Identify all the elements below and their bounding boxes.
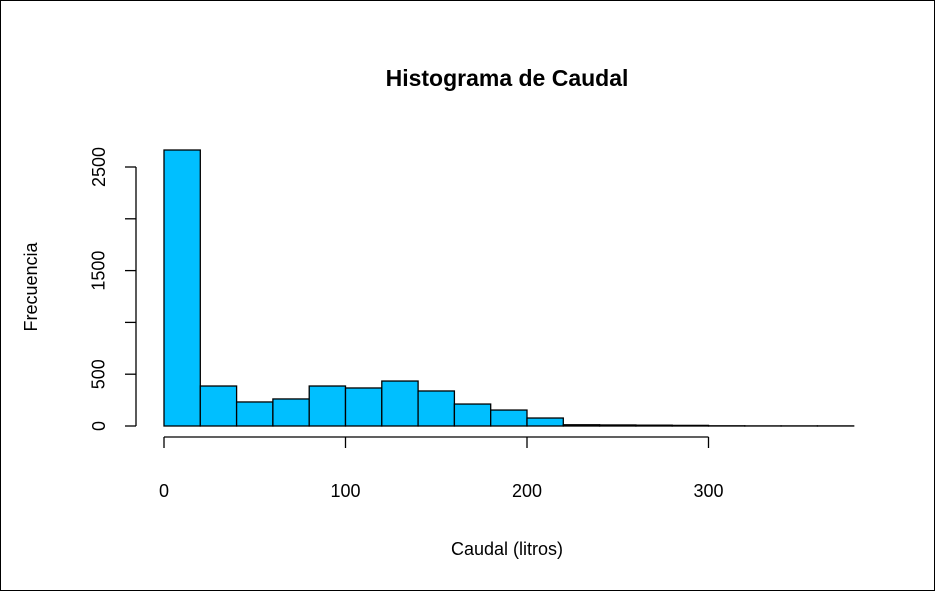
bar [199, 385, 238, 427]
y-tick-label: 1500 [89, 251, 109, 291]
x-tick-label: 100 [330, 481, 360, 501]
x-tick-label: 300 [693, 481, 723, 501]
bar [235, 401, 274, 427]
y-tick-label: 0 [89, 421, 109, 431]
x-axis-label: Caudal (litros) [451, 539, 563, 559]
bar [163, 149, 201, 427]
bar [562, 424, 601, 427]
bar [344, 387, 383, 427]
bar [417, 390, 456, 427]
x-tick-label: 0 [159, 481, 169, 501]
bar [526, 417, 564, 427]
bar [671, 424, 710, 427]
y-tick-label: 500 [89, 359, 109, 389]
bar [272, 398, 310, 427]
bar [381, 380, 419, 427]
chart-title: Histograma de Caudal [386, 65, 629, 91]
bar [598, 424, 637, 427]
bar [308, 385, 347, 427]
bar [453, 403, 492, 427]
bar [490, 409, 528, 427]
bar [635, 424, 673, 427]
y-tick-label: 2500 [89, 147, 109, 187]
x-tick-label: 200 [512, 481, 542, 501]
y-axis-label: Frecuencia [21, 241, 41, 331]
